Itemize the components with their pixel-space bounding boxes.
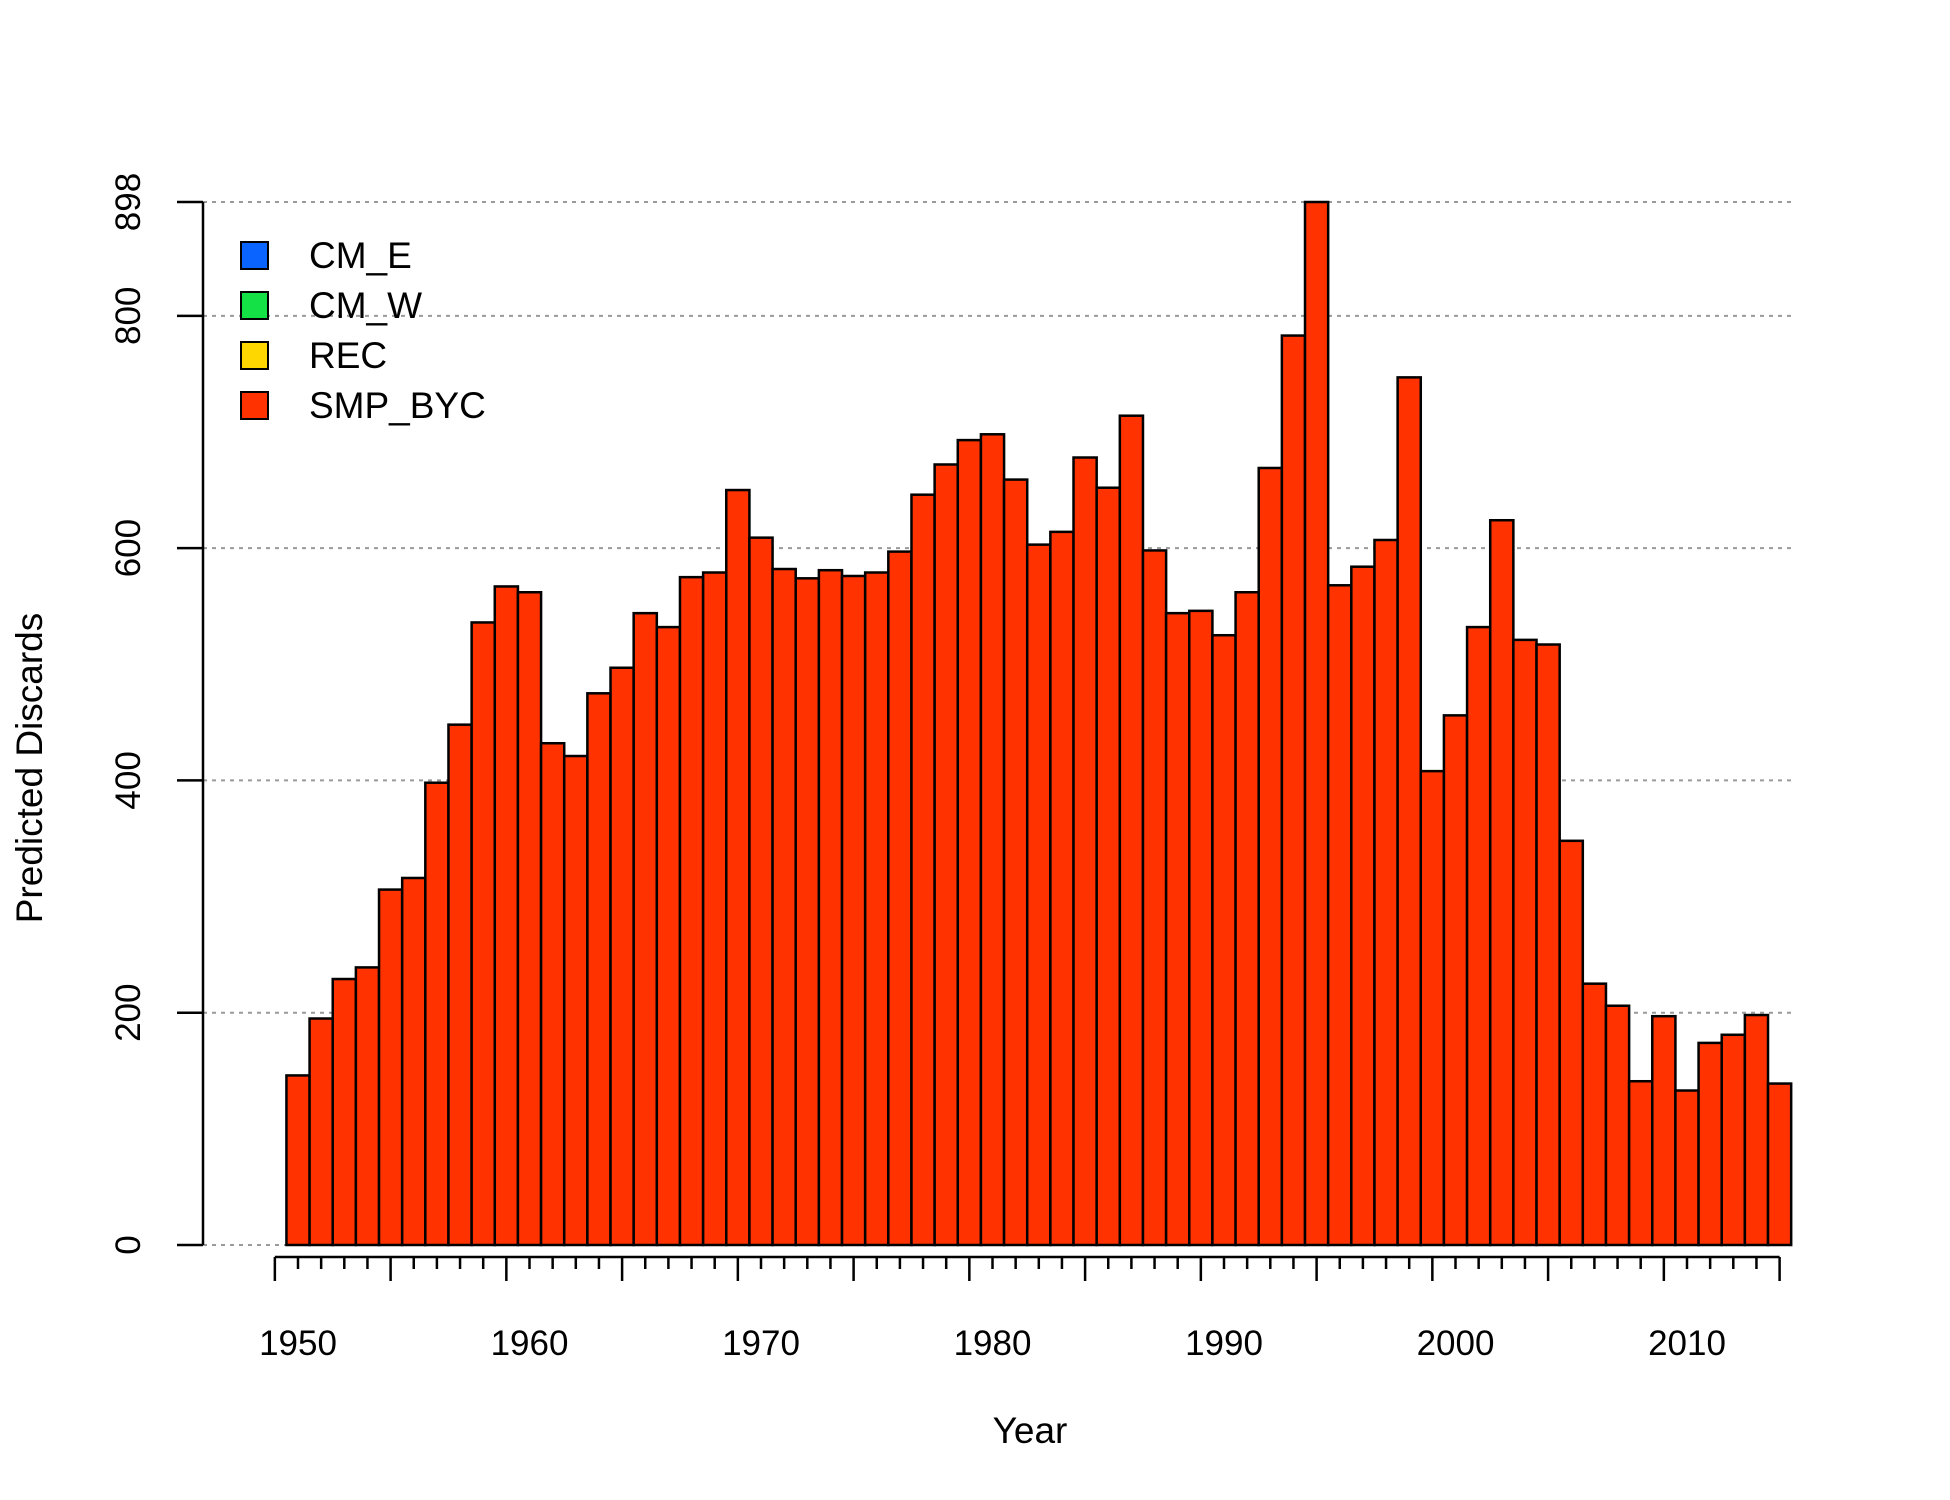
bar-smp_byc-1986: [1118, 414, 1145, 1247]
bar-smp_byc-1976: [887, 550, 913, 1247]
bar-smp_byc-2011: [1697, 1041, 1723, 1247]
bar-smp_byc-1985: [1095, 486, 1122, 1247]
bar-smp_byc-1992: [1257, 466, 1284, 1247]
bar-smp_byc-1987: [1141, 549, 1168, 1247]
bar-smp_byc-1955: [400, 876, 427, 1247]
x-tick-label-1980: 1980: [954, 1324, 1032, 1363]
bar-smp_byc-1988: [1164, 611, 1191, 1247]
bar-smp_byc-1972: [794, 577, 821, 1247]
y-tick-label-800: 800: [109, 287, 148, 345]
bar-smp_byc-1980: [979, 433, 1006, 1247]
bar-smp_byc-1983: [1049, 530, 1075, 1247]
bar-smp_byc-1995: [1326, 584, 1353, 1247]
bar-smp_byc-1965: [632, 611, 659, 1247]
x-tick-label-2000: 2000: [1417, 1324, 1495, 1363]
bar-smp_byc-1956: [424, 781, 450, 1247]
legend-label-cm_e: CM_E: [309, 235, 412, 276]
bar-smp_byc-1950: [285, 1074, 311, 1247]
bar-smp_byc-1979: [956, 438, 983, 1247]
x-tick-label-1960: 1960: [491, 1324, 569, 1363]
bar-smp_byc-1951: [308, 1017, 334, 1247]
bar-smp_byc-1991: [1234, 591, 1260, 1247]
bars: [285, 200, 1793, 1247]
bar-smp_byc-1973: [817, 568, 844, 1247]
bar-smp_byc-1998: [1396, 376, 1423, 1247]
bar-smp_byc-2009: [1651, 1014, 1677, 1247]
legend: CM_E CM_W REC SMP_BYC: [240, 235, 486, 426]
bar-smp_byc-1958: [470, 621, 497, 1247]
y-tick-label-200: 200: [109, 983, 148, 1041]
bar-smp_byc-2010: [1674, 1089, 1700, 1247]
bar-smp_byc-2012: [1720, 1033, 1747, 1247]
bar-smp_byc-1974: [840, 574, 867, 1247]
bar-smp_byc-1967: [678, 575, 705, 1247]
bar-smp_byc-1993: [1280, 334, 1307, 1247]
legend-label-rec: REC: [309, 335, 387, 376]
x-tick-label-1950: 1950: [259, 1324, 337, 1363]
bar-smp_byc-1963: [586, 692, 612, 1247]
bar-smp_byc-2013: [1743, 1013, 1770, 1247]
bar-smp_byc-1996: [1350, 565, 1376, 1247]
bar-smp_byc-1952: [331, 977, 358, 1247]
bar-smp_byc-1966: [655, 625, 682, 1247]
bar-smp_byc-2014: [1766, 1082, 1793, 1247]
bar-smp_byc-1961: [539, 741, 566, 1247]
bar-smp_byc-1982: [1025, 543, 1052, 1247]
bar-smp_byc-1957: [447, 723, 473, 1247]
bar-smp_byc-1997: [1373, 538, 1399, 1247]
legend-label-cm_w: CM_W: [309, 285, 422, 326]
bar-smp_byc-2006: [1581, 982, 1608, 1247]
x-tick-label-1970: 1970: [722, 1324, 800, 1363]
y-tick-label-600: 600: [109, 519, 148, 577]
bar-smp_byc-1953: [354, 966, 381, 1247]
legend-swatch-cm_e: [240, 241, 269, 270]
legend-swatch-cm_w: [240, 291, 269, 320]
bar-smp_byc-1969: [725, 488, 751, 1247]
bar-smp_byc-1990: [1211, 633, 1237, 1247]
x-tick-label-2010: 2010: [1648, 1324, 1726, 1363]
bar-smp_byc-1960: [516, 591, 543, 1247]
bar-smp_byc-1989: [1188, 609, 1214, 1247]
y-tick-label-400: 400: [109, 751, 148, 809]
bar-smp_byc-1994: [1303, 200, 1330, 1247]
bar-smp_byc-1968: [701, 571, 728, 1247]
bar-smp_byc-1975: [863, 571, 890, 1247]
y-tick-label-0: 0: [109, 1235, 148, 1254]
bar-smp_byc-2003: [1512, 638, 1538, 1247]
bar-smp_byc-1954: [377, 888, 404, 1247]
legend-label-smp_byc: SMP_BYC: [309, 385, 486, 426]
bar-smp_byc-1978: [933, 463, 960, 1247]
bar-smp_byc-1959: [493, 585, 520, 1247]
bar-smp_byc-2000: [1442, 714, 1469, 1247]
bar-smp_byc-1977: [910, 493, 936, 1247]
bar-smp_byc-1970: [748, 536, 774, 1247]
bar-smp_byc-2005: [1558, 839, 1585, 1247]
bar-smp_byc-2001: [1465, 625, 1492, 1247]
bar-smp_byc-2004: [1535, 643, 1561, 1247]
bar-smp_byc-2008: [1627, 1079, 1654, 1247]
bar-smp_byc-1964: [609, 666, 635, 1247]
bar-smp_byc-1962: [562, 754, 589, 1247]
bar-smp_byc-1971: [771, 567, 797, 1247]
y-tick-label-898: 898: [109, 173, 148, 231]
x-axis-title: Year: [993, 1410, 1068, 1451]
x-tick-label-1990: 1990: [1185, 1324, 1263, 1363]
bar-smp_byc-1999: [1419, 769, 1446, 1247]
bar-smp_byc-1981: [1002, 478, 1029, 1247]
axes: 0 200 400 600 800 898 1950 1960 1970 1980 1990 2000…: [109, 173, 1781, 1363]
bar-smp_byc-1984: [1072, 456, 1098, 1247]
bar-smp_byc-2002: [1488, 518, 1515, 1247]
legend-swatch-rec: [240, 341, 269, 370]
y-axis-title: Predicted Discards: [9, 613, 50, 924]
bar-smp_byc-2007: [1604, 1004, 1631, 1247]
legend-swatch-smp_byc: [240, 391, 269, 420]
